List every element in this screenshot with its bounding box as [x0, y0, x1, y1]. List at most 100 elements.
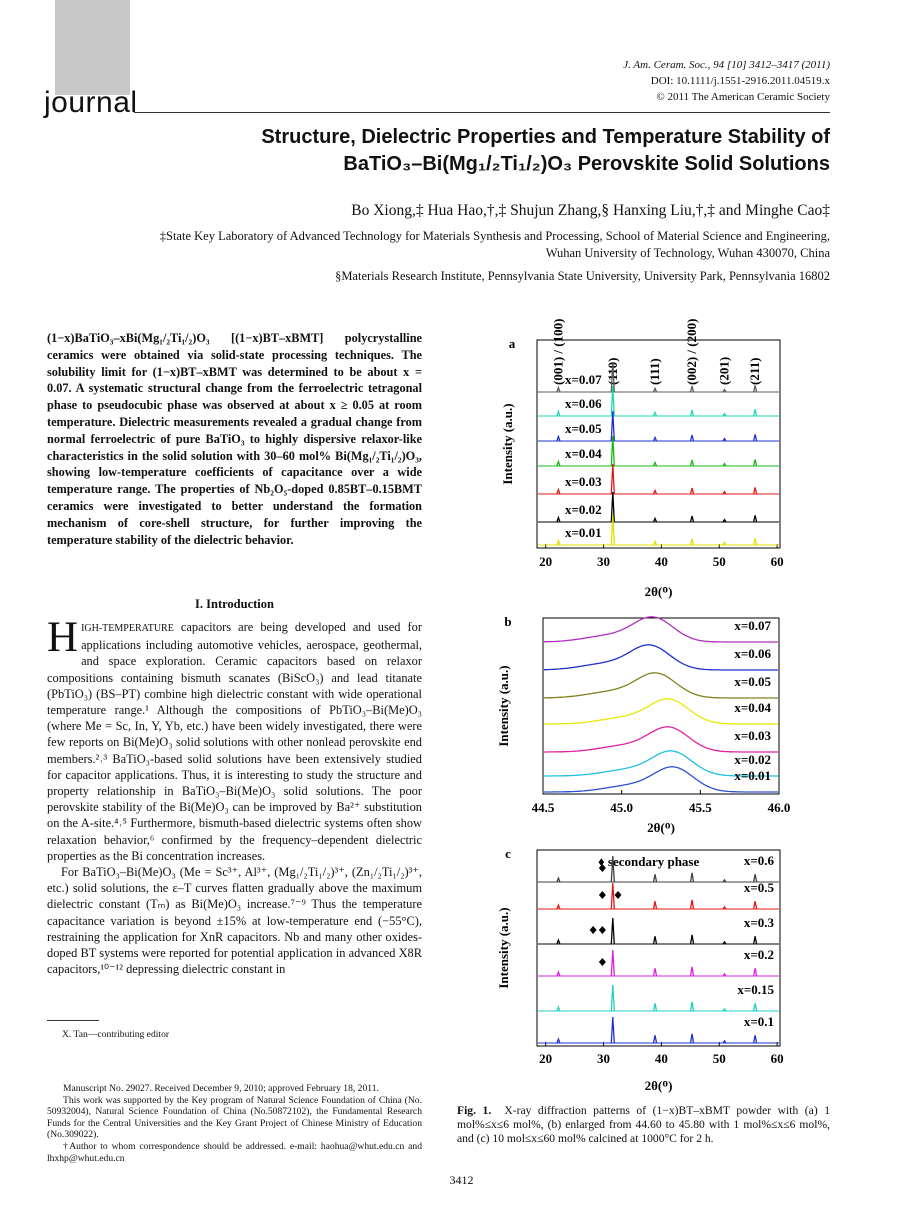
paragraph: For BaTiO₃–Bi(Me)O₃ (Me = Sc³⁺, Al³⁺, (M… — [47, 865, 422, 977]
peak-label: (111) — [647, 358, 662, 385]
profile-peak — [544, 616, 778, 643]
peak — [610, 1016, 615, 1044]
profile-peak — [544, 698, 778, 725]
y-axis-label: Intensity (a.u.) — [496, 907, 511, 988]
peak — [752, 538, 758, 546]
peak — [652, 539, 658, 546]
plot-frame — [536, 849, 781, 1047]
peak — [610, 949, 615, 977]
plot-frame — [542, 617, 780, 795]
series-label: x=0.02 — [734, 752, 771, 767]
series-label: x=0.15 — [737, 982, 774, 997]
footnote-rule — [47, 1020, 99, 1021]
footnote: †Author to whom correspondence should be… — [47, 1140, 422, 1164]
journal-logo-text: journal — [44, 86, 138, 119]
peak — [689, 872, 695, 883]
peak-label: (001) / (100) — [550, 319, 565, 385]
authors: Bo Xiong,‡ Hua Hao,†,‡ Shujun Zhang,§ Ha… — [351, 202, 830, 219]
x-tick-label: 50 — [713, 1051, 726, 1066]
peak — [689, 487, 695, 495]
peak — [752, 1035, 758, 1044]
profile-peak — [543, 672, 778, 699]
peak — [652, 968, 658, 977]
x-tick-label: 30 — [597, 554, 610, 569]
footnote: Manuscript No. 29027. Received December … — [63, 1083, 379, 1094]
profile-peak — [544, 750, 778, 777]
header-rule — [134, 112, 830, 113]
peak — [752, 409, 758, 417]
peak — [652, 410, 658, 417]
peak — [752, 434, 758, 442]
peak — [722, 490, 727, 495]
peak — [722, 462, 727, 467]
x-tick-label: 50 — [713, 554, 726, 569]
title-line: Structure, Dielectric Properties and Tem… — [261, 126, 830, 148]
peak — [652, 488, 658, 495]
citation-line: DOI: 10.1111/j.1551-2916.2011.04519.x — [650, 75, 830, 87]
page-number: 3412 — [449, 1173, 474, 1187]
peak-label: (211) — [747, 358, 762, 385]
peak — [652, 435, 658, 442]
x-tick-label: 20 — [539, 554, 552, 569]
title-line: BaTiO₃–Bi(Mg₁/₂Ti₁/₂)O₃ Perovskite Solid… — [343, 153, 830, 175]
peak — [722, 541, 727, 546]
peak — [556, 409, 561, 417]
series-label: x=0.04 — [734, 700, 771, 715]
series-label: x=0.07 — [734, 618, 771, 633]
x-axis-label: 2θ(ᴼ) — [645, 1078, 673, 1093]
figure-caption: Fig. 1. X-ray diffraction patterns of (1… — [457, 1104, 830, 1147]
peak — [556, 938, 561, 945]
peak — [610, 435, 615, 467]
paragraph-text: capacitors are being developed and used … — [47, 620, 422, 863]
peak — [610, 385, 615, 417]
series-label: x=0.2 — [744, 947, 774, 962]
profile-peak — [544, 726, 778, 753]
profile-peak — [544, 766, 778, 793]
peak — [689, 1001, 695, 1012]
peak — [689, 934, 695, 945]
peak — [752, 515, 758, 523]
secondary-marker — [614, 891, 622, 899]
affiliation: ‡State Key Laboratory of Advanced Techno… — [159, 229, 830, 260]
peak — [556, 385, 561, 393]
series-label: x=0.05 — [565, 421, 602, 436]
editor-note: X. Tan—contributing editor — [62, 1029, 170, 1040]
citation-line: J. Am. Ceram. Soc., 94 [10] 3412–3417 (2… — [623, 59, 830, 71]
peak — [610, 882, 615, 910]
x-axis-label: 2θ(ᴼ) — [647, 820, 675, 835]
peak — [752, 968, 758, 977]
caption-label: Fig. 1. — [457, 1104, 492, 1117]
peak — [689, 385, 695, 393]
peak — [722, 1039, 727, 1044]
peak — [556, 538, 561, 546]
small-caps: IGH-TEMPERATURE — [81, 623, 174, 634]
y-axis-label: Intensity (a.u.) — [500, 403, 515, 484]
series-label: x=0.06 — [565, 396, 602, 411]
x-tick-label: 45.5 — [689, 800, 712, 815]
series-label: x=0.06 — [734, 646, 771, 661]
peak — [752, 901, 758, 910]
panel-label: c — [505, 846, 511, 861]
x-tick-label: 46.0 — [768, 800, 791, 815]
peak — [752, 487, 758, 495]
peak — [652, 1003, 658, 1012]
secondary-marker — [598, 926, 606, 934]
peak — [722, 878, 727, 883]
peak — [722, 972, 727, 977]
peak — [722, 412, 727, 417]
secondary-marker — [589, 926, 597, 934]
profile-peak — [544, 644, 778, 671]
series-label: x=0.03 — [565, 474, 602, 489]
peak — [556, 970, 561, 977]
paragraph: H IGH-TEMPERATURE capacitors are being de… — [47, 616, 422, 864]
peak — [610, 410, 615, 442]
peak — [722, 940, 727, 945]
peak — [652, 901, 658, 910]
peak — [610, 491, 615, 523]
series-label: x=0.02 — [565, 502, 602, 517]
peak — [752, 874, 758, 883]
peak — [556, 459, 561, 467]
peak — [652, 460, 658, 467]
secondary-marker — [598, 864, 606, 872]
